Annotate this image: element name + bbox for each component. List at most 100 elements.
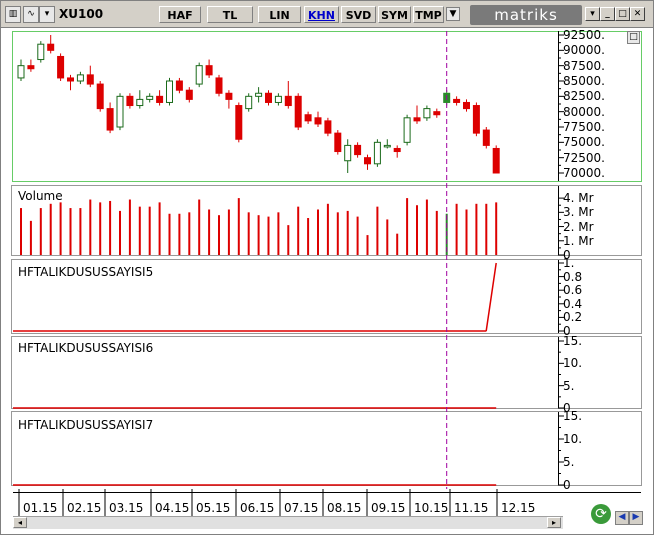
price-axis-label: 75000.	[563, 135, 605, 150]
candle-body	[354, 144, 362, 156]
tmp-button[interactable]: TMP	[413, 6, 444, 23]
volume-axis-label: 0	[563, 248, 571, 262]
price-axis-label: 87500.	[563, 58, 605, 73]
candle-body	[294, 95, 302, 128]
indicator-axis-label: 5.	[563, 378, 575, 393]
pan-left-icon[interactable]: ◀	[615, 511, 629, 525]
x-axis-label: 11.15	[454, 501, 489, 515]
indicator-axis-label: 0.4	[563, 296, 583, 311]
candle-body	[324, 120, 332, 134]
volume-panel-frame	[11, 185, 642, 256]
haf-button[interactable]: HAF	[159, 6, 201, 23]
chart-type-icon[interactable]: ▥	[5, 6, 21, 23]
price-axis-label: 92500.	[563, 28, 605, 42]
minimize-icon[interactable]: _	[600, 7, 615, 21]
candle-body	[47, 43, 55, 51]
candle-body	[235, 105, 243, 140]
candle-body	[57, 55, 65, 79]
maximize-icon[interactable]: □	[615, 7, 630, 21]
chart-toolbar: ▥ ∿ ▾ XU100 HAF TL LIN KHN SVD SYM TMP ▼…	[1, 1, 653, 28]
scroll-left-icon[interactable]: ◂	[13, 517, 27, 528]
candle-body	[433, 111, 441, 116]
candle-body	[314, 117, 322, 125]
candle-body	[453, 98, 461, 103]
dropdown-arrow-icon[interactable]: ▾	[39, 6, 55, 23]
indicator-axis-label: 15.	[563, 409, 583, 423]
x-axis-label: 02.15	[67, 501, 102, 515]
lin-button[interactable]: LIN	[258, 6, 301, 23]
candle-body	[225, 92, 233, 100]
tmp-dropdown-icon[interactable]: ▼	[446, 7, 460, 21]
indicator-axis-label: 10.	[563, 432, 583, 446]
indicator-axis-label: 0	[563, 478, 571, 492]
symbol-label[interactable]: XU100	[59, 7, 104, 21]
khn-button[interactable]: KHN	[304, 6, 339, 23]
candle-body	[423, 108, 431, 119]
chart-canvas[interactable]	[1, 27, 653, 527]
indicator-line	[13, 262, 497, 332]
candle-body	[403, 117, 411, 143]
candle-body	[255, 92, 263, 97]
candle-body	[472, 105, 480, 134]
price-axis-label: 85000.	[563, 74, 605, 88]
candle-body	[96, 83, 104, 110]
candle-body	[76, 74, 84, 82]
volume-title: Volume	[18, 189, 63, 203]
candle-body	[116, 95, 124, 128]
candle-body	[17, 65, 25, 79]
candle-body	[373, 141, 381, 165]
indicator-axis-label: 0.8	[563, 269, 583, 284]
indicator-axis-label: 10.	[563, 356, 583, 371]
tl-button[interactable]: TL	[207, 6, 253, 23]
x-axis-label: 12.15	[501, 501, 536, 515]
x-axis-label: 03.15	[109, 501, 144, 515]
candle-body	[304, 114, 312, 122]
indicator-axis-label: 5.	[563, 455, 575, 469]
volume-axis-label: 3. Mr	[563, 205, 594, 220]
price-axis-label: 70000.	[563, 166, 605, 180]
candle-body	[175, 80, 183, 91]
brand-logo: matriks	[470, 5, 582, 25]
close-icon[interactable]: ✕	[630, 7, 645, 21]
price-panel-frame	[12, 31, 642, 182]
scroll-right-icon[interactable]: ▸	[547, 517, 561, 528]
x-axis-label: 10.15	[414, 501, 449, 515]
menu-arrow-icon[interactable]: ▾	[585, 7, 600, 21]
x-axis-label: 04.15	[155, 501, 190, 515]
candle-body	[492, 147, 500, 174]
candle-body	[334, 132, 342, 153]
svd-button[interactable]: SVD	[341, 6, 376, 23]
wave-icon[interactable]: ∿	[23, 6, 39, 23]
candle-body	[86, 74, 94, 85]
indicator-axis-label: 0	[563, 324, 571, 338]
candle-body	[67, 77, 74, 82]
indicator-axis-label: 0.6	[563, 283, 583, 298]
candle-body	[413, 117, 421, 122]
panel-restore-icon[interactable]: □	[627, 31, 640, 44]
indicator-axis-label: 15.	[563, 334, 583, 348]
price-axis-label: 77500.	[563, 120, 605, 134]
sym-button[interactable]: SYM	[378, 6, 411, 23]
candle-body	[195, 65, 203, 85]
ind6-title: HFTALIKDUSUSSAYISI6	[18, 341, 154, 355]
horizontal-scrollbar[interactable]	[13, 516, 563, 529]
price-axis-label: 90000.	[563, 43, 605, 58]
candle-body	[245, 95, 253, 110]
candle-body	[284, 95, 292, 107]
price-axis-label: 72500.	[563, 150, 605, 165]
x-axis-label: 07.15	[284, 501, 319, 515]
candle-body	[215, 77, 223, 94]
refresh-icon[interactable]: ⟳	[591, 504, 611, 524]
pan-right-icon[interactable]: ▶	[629, 511, 643, 525]
ind7-title: HFTALIKDUSUSSAYISI7	[18, 418, 154, 432]
volume-axis-label: 2. Mr	[563, 219, 594, 234]
candle-body	[37, 43, 45, 61]
candle-body	[265, 92, 272, 103]
candle-body	[344, 144, 352, 162]
ind5-panel-frame	[11, 259, 642, 334]
candle-body	[126, 95, 134, 107]
x-axis-label: 09.15	[371, 501, 406, 515]
indicator-axis-label: 0	[563, 401, 571, 415]
candle-body	[463, 101, 470, 110]
candle-body	[274, 95, 282, 103]
